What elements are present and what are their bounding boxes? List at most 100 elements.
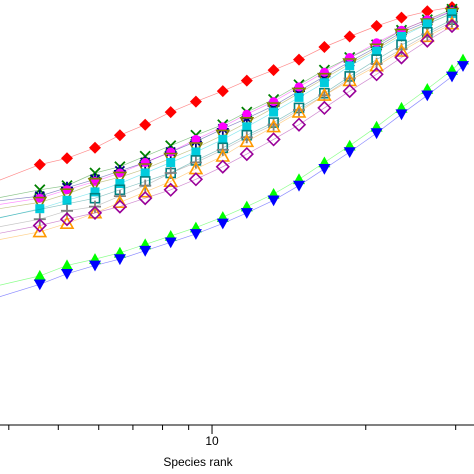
series-line <box>0 65 464 299</box>
data-point <box>115 179 125 188</box>
data-point <box>317 87 332 101</box>
data-point <box>269 107 279 117</box>
data-point <box>419 28 435 43</box>
data-point <box>421 5 434 18</box>
data-point <box>216 85 229 98</box>
data-point <box>61 269 73 280</box>
series-3 <box>0 5 458 203</box>
data-point <box>342 83 357 99</box>
data-point <box>395 11 408 24</box>
data-point <box>319 67 329 77</box>
data-point <box>113 129 126 142</box>
data-point <box>266 119 281 133</box>
series-12 <box>0 61 469 299</box>
data-point <box>191 134 201 144</box>
data-point <box>138 191 153 206</box>
data-point <box>33 269 46 281</box>
data-point <box>267 64 280 77</box>
data-point <box>216 218 229 230</box>
data-point <box>267 195 280 207</box>
series-1 <box>0 1 458 183</box>
data-point <box>444 18 460 34</box>
series-2 <box>0 3 458 199</box>
data-point <box>420 33 435 48</box>
data-point <box>394 50 409 65</box>
data-point <box>164 106 177 119</box>
data-point <box>33 279 46 291</box>
series-10 <box>0 18 460 235</box>
series-line <box>0 8 453 199</box>
data-point <box>218 122 228 132</box>
data-point <box>394 43 409 57</box>
data-point <box>269 97 279 107</box>
series-4 <box>0 6 457 206</box>
data-point <box>397 32 406 41</box>
data-point <box>163 182 178 197</box>
data-point <box>62 195 72 205</box>
plot-area <box>0 1 469 299</box>
data-point <box>345 61 355 71</box>
data-point <box>369 67 384 82</box>
data-point <box>240 131 253 144</box>
data-point <box>87 205 103 221</box>
data-point <box>343 30 356 43</box>
data-point <box>139 118 152 131</box>
data-point <box>294 92 304 102</box>
data-point <box>372 38 382 48</box>
data-point <box>113 254 126 266</box>
data-point <box>164 237 177 249</box>
x-tick-label: 10 <box>205 434 219 448</box>
series-line <box>0 10 453 202</box>
data-point <box>372 46 382 56</box>
data-point <box>112 199 128 214</box>
data-point <box>89 260 101 272</box>
data-point <box>318 164 331 175</box>
data-point <box>218 134 228 144</box>
data-point <box>293 180 305 192</box>
data-point <box>163 173 179 187</box>
data-point <box>240 74 253 87</box>
data-point <box>112 194 128 208</box>
data-point <box>87 177 103 192</box>
data-point <box>457 61 469 72</box>
data-point <box>291 104 307 118</box>
data-point <box>239 133 255 148</box>
data-point <box>242 122 252 132</box>
data-point <box>294 82 304 92</box>
data-point <box>370 128 383 140</box>
data-point <box>61 152 73 165</box>
data-point <box>166 147 176 157</box>
series-6 <box>0 8 457 220</box>
data-point <box>61 259 73 271</box>
x-axis-ticks: 10 <box>8 425 457 448</box>
data-point <box>33 158 46 171</box>
data-point <box>35 204 45 214</box>
data-point <box>32 224 48 238</box>
data-point <box>319 78 329 88</box>
data-point <box>59 188 75 202</box>
data-point <box>191 147 201 157</box>
series-5 <box>0 7 460 211</box>
data-point <box>188 172 204 187</box>
data-point <box>421 90 434 102</box>
data-point <box>137 184 153 198</box>
data-point <box>89 141 101 154</box>
series-8 <box>0 15 458 227</box>
series-line <box>0 19 453 218</box>
data-point <box>139 245 152 257</box>
data-point <box>240 208 253 219</box>
data-point <box>189 95 202 108</box>
data-point <box>59 212 75 227</box>
series-line <box>0 59 464 286</box>
data-point <box>215 159 230 174</box>
data-point <box>317 100 332 116</box>
data-point <box>87 205 103 219</box>
data-point <box>370 20 383 32</box>
data-point <box>166 158 176 167</box>
data-point <box>266 132 281 147</box>
data-point <box>293 53 305 66</box>
data-point <box>242 109 252 119</box>
data-point <box>447 8 457 18</box>
data-point <box>239 146 254 162</box>
